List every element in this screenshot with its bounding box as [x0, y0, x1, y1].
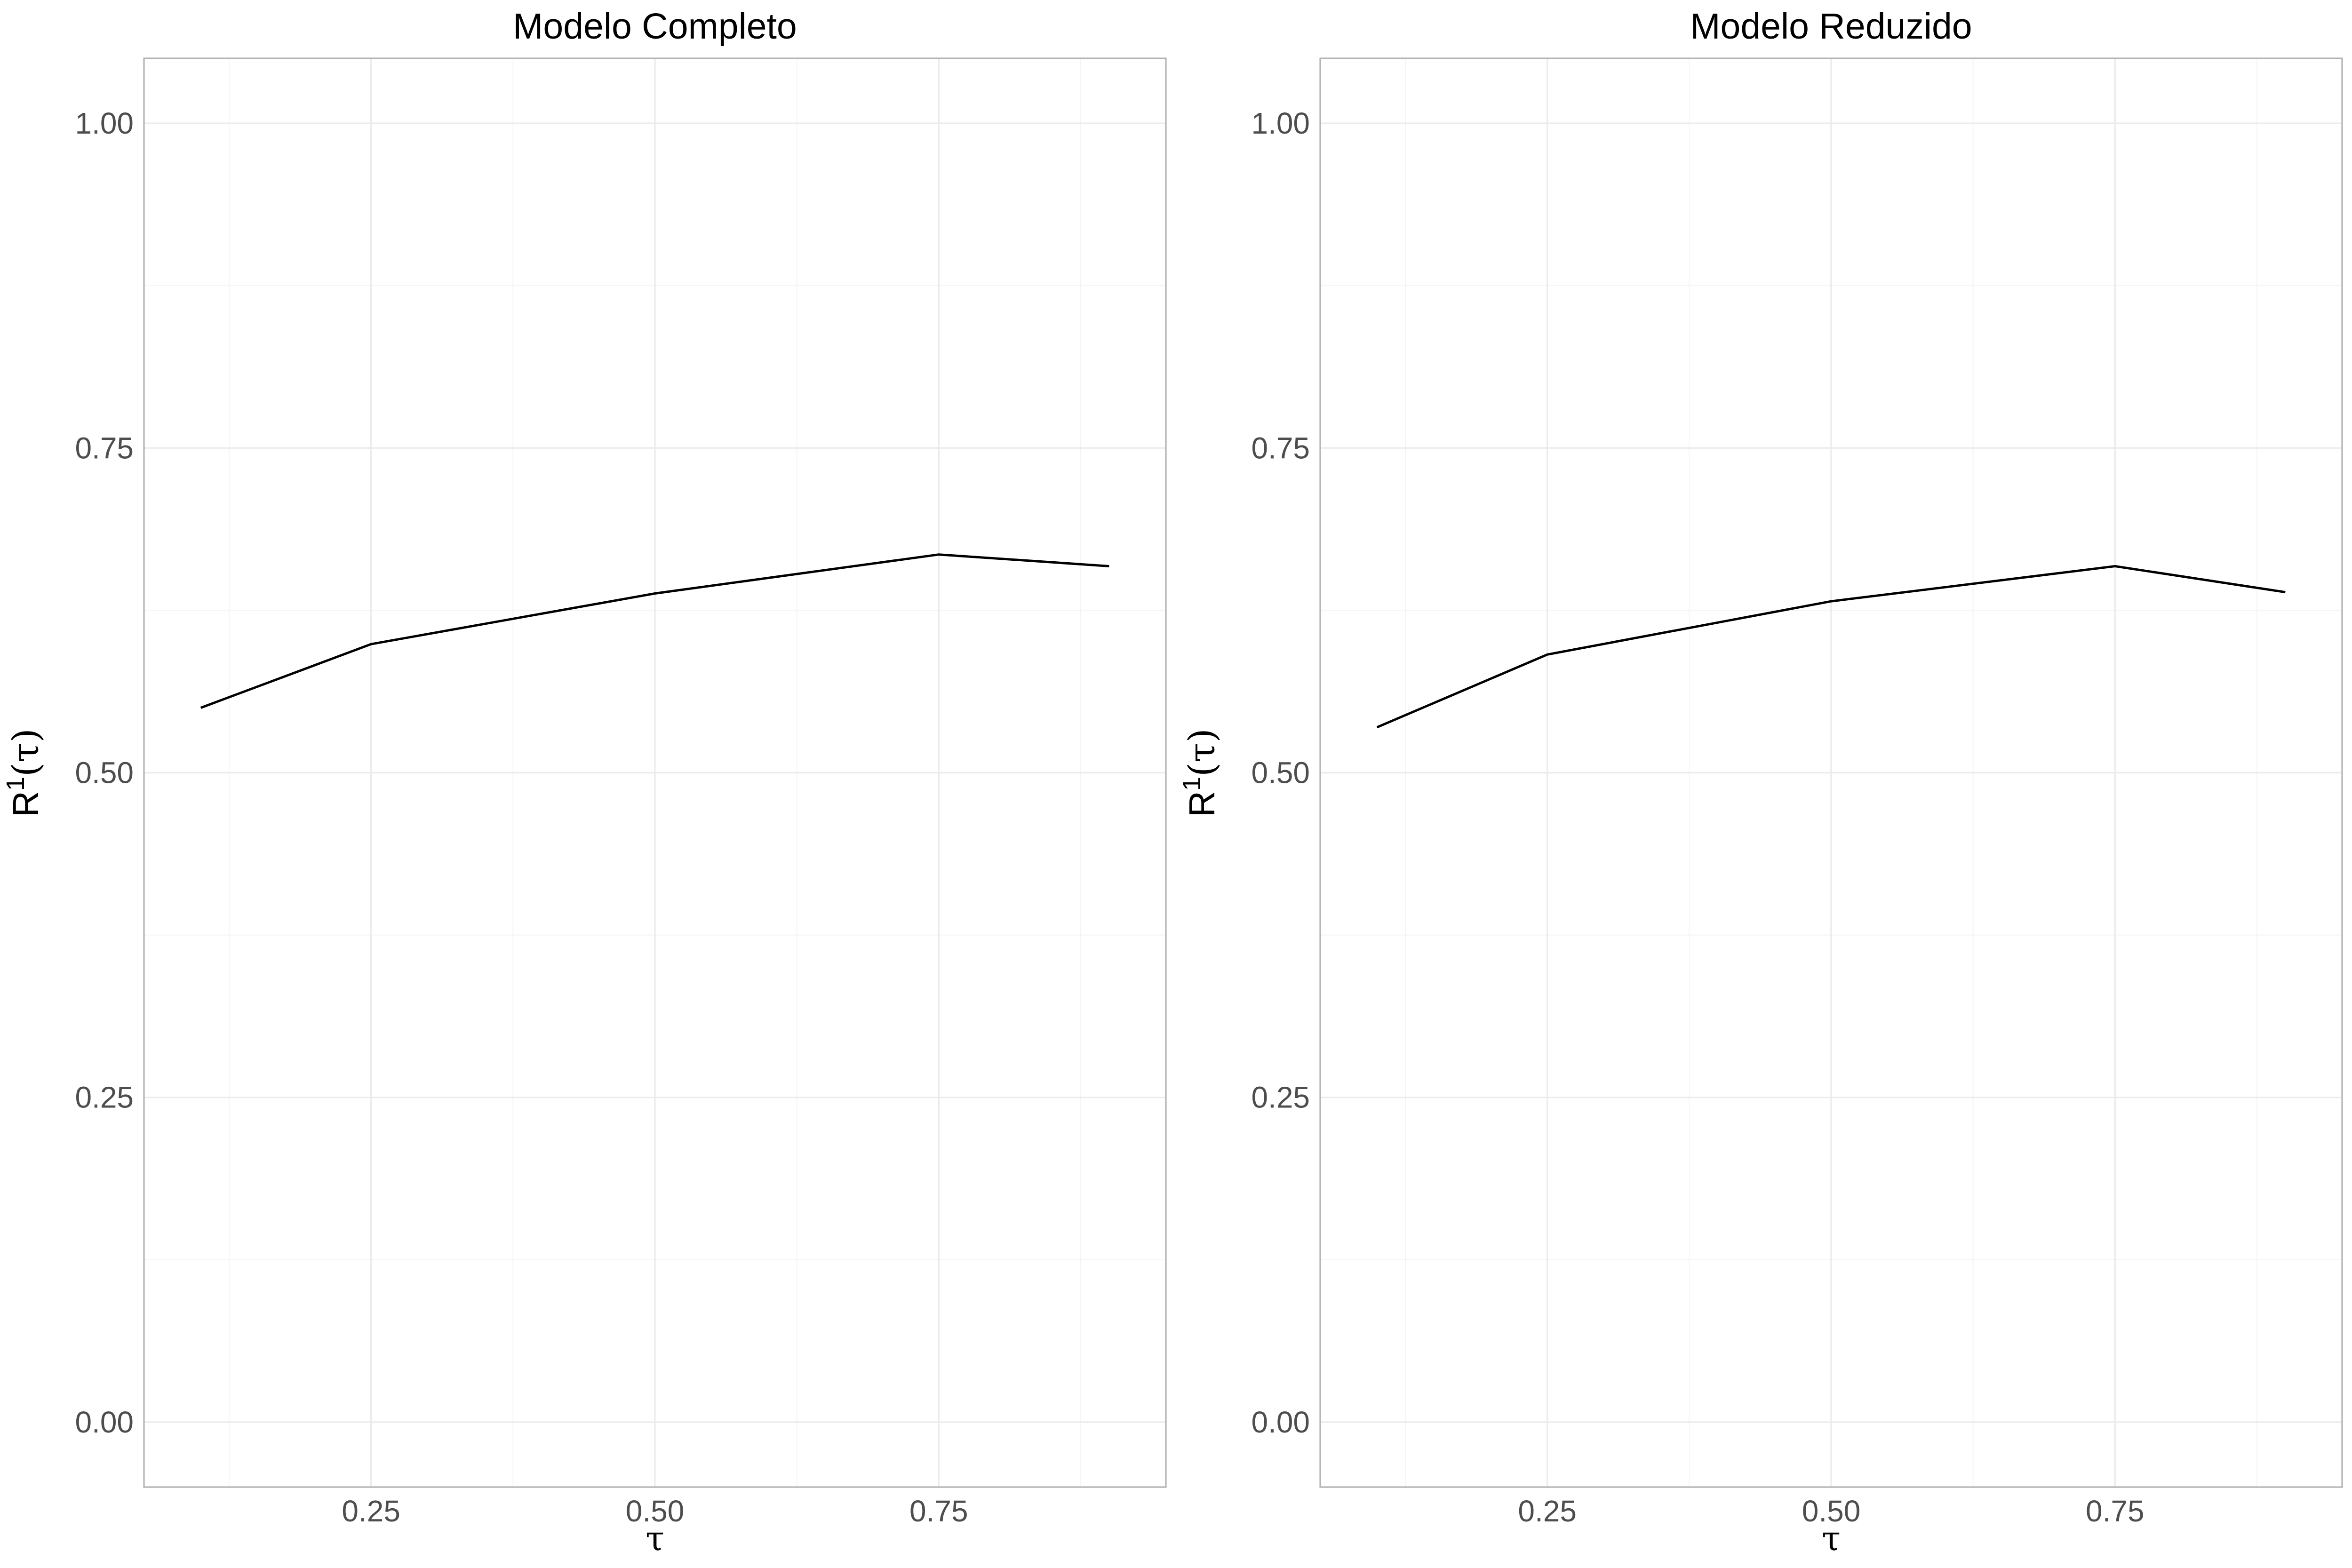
y-tick-label: 1.00: [75, 106, 134, 140]
y-tick-label: 0.25: [1251, 1081, 1310, 1114]
panel-title: Modelo Reduzido: [1690, 6, 1972, 47]
x-tick-label: 0.75: [2086, 1494, 2145, 1528]
panel-border: [143, 57, 1167, 1488]
x-tick-label: 0.75: [909, 1494, 968, 1528]
x-axis-label: τ: [646, 1519, 664, 1558]
panel-completo: 0.00 0.25 0.50 0.75 1.00 0.25 0.50 0.75 Modelo C…: [1, 6, 1167, 1558]
x-axis-label: τ: [1822, 1519, 1841, 1558]
y-tick-label: 0.50: [75, 756, 134, 790]
y-tick-label: 0.75: [75, 431, 134, 465]
x-tick-label: 0.25: [1518, 1494, 1577, 1528]
panel-title: Modelo Completo: [513, 6, 797, 47]
x-tick-label: 0.50: [626, 1494, 685, 1528]
series-line-r1: [1376, 565, 2286, 729]
panel-reduzido: 0.00 0.25 0.50 0.75 1.00 0.25 0.50 0.75 Modelo R…: [1178, 6, 2343, 1558]
x-tick-label: 0.50: [1802, 1494, 1861, 1528]
y-tick-label: 0.75: [1251, 431, 1310, 465]
y-tick-label: 0.00: [75, 1405, 134, 1439]
y-tick-label: 0.50: [1251, 756, 1310, 790]
y-tick-label: 1.00: [1251, 106, 1310, 140]
y-tick-label: 0.25: [75, 1081, 134, 1114]
panel-border: [1319, 57, 2343, 1488]
y-tick-label: 0.00: [1251, 1405, 1310, 1439]
x-tick-label: 0.25: [342, 1494, 400, 1528]
y-axis-label: R1(τ): [1178, 728, 1223, 817]
y-axis-label: R1(τ): [1, 728, 47, 817]
series-line-r1: [200, 553, 1109, 709]
